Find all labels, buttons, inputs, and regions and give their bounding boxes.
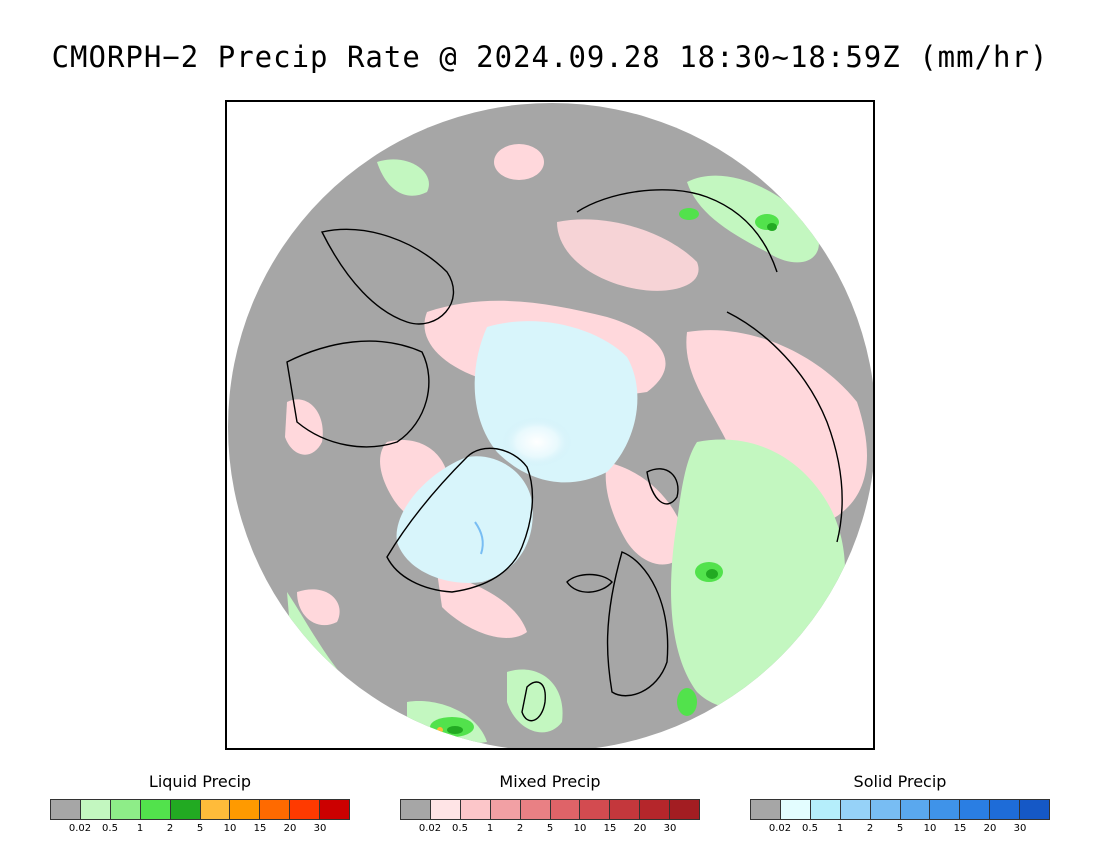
tick-label: 2 xyxy=(516,823,524,834)
intense-rain-cell xyxy=(437,727,443,733)
canada-archipelago-coastline xyxy=(286,340,430,448)
tick-label: 0.5 xyxy=(452,823,468,834)
color-swatch xyxy=(520,800,551,819)
color-swatch xyxy=(170,800,201,819)
color-swatch xyxy=(290,800,321,819)
legend-title: Liquid Precip xyxy=(148,772,252,791)
color-swatch xyxy=(780,800,811,819)
color-swatch xyxy=(260,800,291,819)
tick-label: 5 xyxy=(196,823,204,834)
iceland-coastline xyxy=(566,573,613,593)
tick-label: 30 xyxy=(313,823,327,834)
tick-label: 20 xyxy=(283,823,297,834)
tick-label: 5 xyxy=(546,823,554,834)
tick-label: 0.02 xyxy=(68,823,92,834)
legend-title: Solid Precip xyxy=(853,772,947,791)
tick-label: 10 xyxy=(923,823,937,834)
color-swatch xyxy=(320,800,350,819)
tick-label: 2 xyxy=(866,823,874,834)
color-swatch xyxy=(990,800,1021,819)
color-swatch xyxy=(490,800,521,819)
scandinavia-coastline xyxy=(606,551,669,697)
legend-liquid-precip: Liquid Precip 0.02 0.5 1 2 5 10 15 20 30 xyxy=(50,772,350,837)
color-swatch xyxy=(610,800,641,819)
tick-label: 0.02 xyxy=(418,823,442,834)
tick-label: 2 xyxy=(166,823,174,834)
tick-labels: 0.02 0.5 1 2 5 10 15 20 30 xyxy=(400,823,700,837)
color-swatch xyxy=(870,800,901,819)
tick-label: 30 xyxy=(1013,823,1027,834)
novaya-zemlya-coastline xyxy=(646,468,679,505)
color-swatch xyxy=(550,800,581,819)
chart-title: CMORPH−2 Precip Rate @ 2024.09.28 18:30~… xyxy=(51,40,1049,74)
color-swatch xyxy=(200,800,231,819)
russia-coastline xyxy=(726,311,843,543)
tick-label: 0.5 xyxy=(802,823,818,834)
tick-label: 0.02 xyxy=(768,823,792,834)
tick-label: 1 xyxy=(486,823,494,834)
map-canvas xyxy=(228,103,873,748)
color-swatch xyxy=(751,800,781,819)
tick-label: 15 xyxy=(603,823,617,834)
color-swatch xyxy=(110,800,141,819)
legend-solid-precip: Solid Precip 0.02 0.5 1 2 5 10 15 20 30 xyxy=(750,772,1050,837)
tick-label: 10 xyxy=(573,823,587,834)
color-swatch xyxy=(80,800,111,819)
tick-label: 15 xyxy=(953,823,967,834)
color-scale xyxy=(750,799,1050,820)
solid-precip-regions xyxy=(396,321,638,583)
color-swatch xyxy=(640,800,671,819)
color-swatch xyxy=(810,800,841,819)
color-swatch xyxy=(401,800,431,819)
polar-precip-map xyxy=(225,100,875,750)
color-swatch xyxy=(230,800,261,819)
tick-labels: 0.02 0.5 1 2 5 10 15 20 30 xyxy=(750,823,1050,837)
tick-label: 20 xyxy=(983,823,997,834)
tick-labels: 0.02 0.5 1 2 5 10 15 20 30 xyxy=(50,823,350,837)
siberia-coastline xyxy=(576,189,778,273)
color-swatch xyxy=(580,800,611,819)
color-scale xyxy=(400,799,700,820)
color-swatch xyxy=(930,800,961,819)
legend-title: Mixed Precip xyxy=(499,772,601,791)
legend-mixed-precip: Mixed Precip 0.02 0.5 1 2 5 10 15 20 30 xyxy=(400,772,700,837)
color-swatch xyxy=(140,800,171,819)
coastlines xyxy=(286,189,843,722)
tick-label: 20 xyxy=(633,823,647,834)
color-swatch xyxy=(670,800,700,819)
color-swatch xyxy=(51,800,81,819)
greenland-coastline xyxy=(386,447,534,593)
tick-label: 5 xyxy=(896,823,904,834)
color-swatch xyxy=(840,800,871,819)
british-isles-coastline xyxy=(521,681,546,722)
tick-label: 1 xyxy=(136,823,144,834)
alaska-coastline xyxy=(320,228,454,325)
color-swatch xyxy=(460,800,491,819)
tick-label: 10 xyxy=(223,823,237,834)
tick-label: 30 xyxy=(663,823,677,834)
tick-label: 0.5 xyxy=(102,823,118,834)
tick-label: 1 xyxy=(836,823,844,834)
color-swatch xyxy=(1020,800,1050,819)
tick-label: 15 xyxy=(253,823,267,834)
color-swatch xyxy=(900,800,931,819)
heavy-rain-cells xyxy=(447,223,777,734)
color-swatch xyxy=(960,800,991,819)
color-scale xyxy=(50,799,350,820)
color-swatch xyxy=(430,800,461,819)
